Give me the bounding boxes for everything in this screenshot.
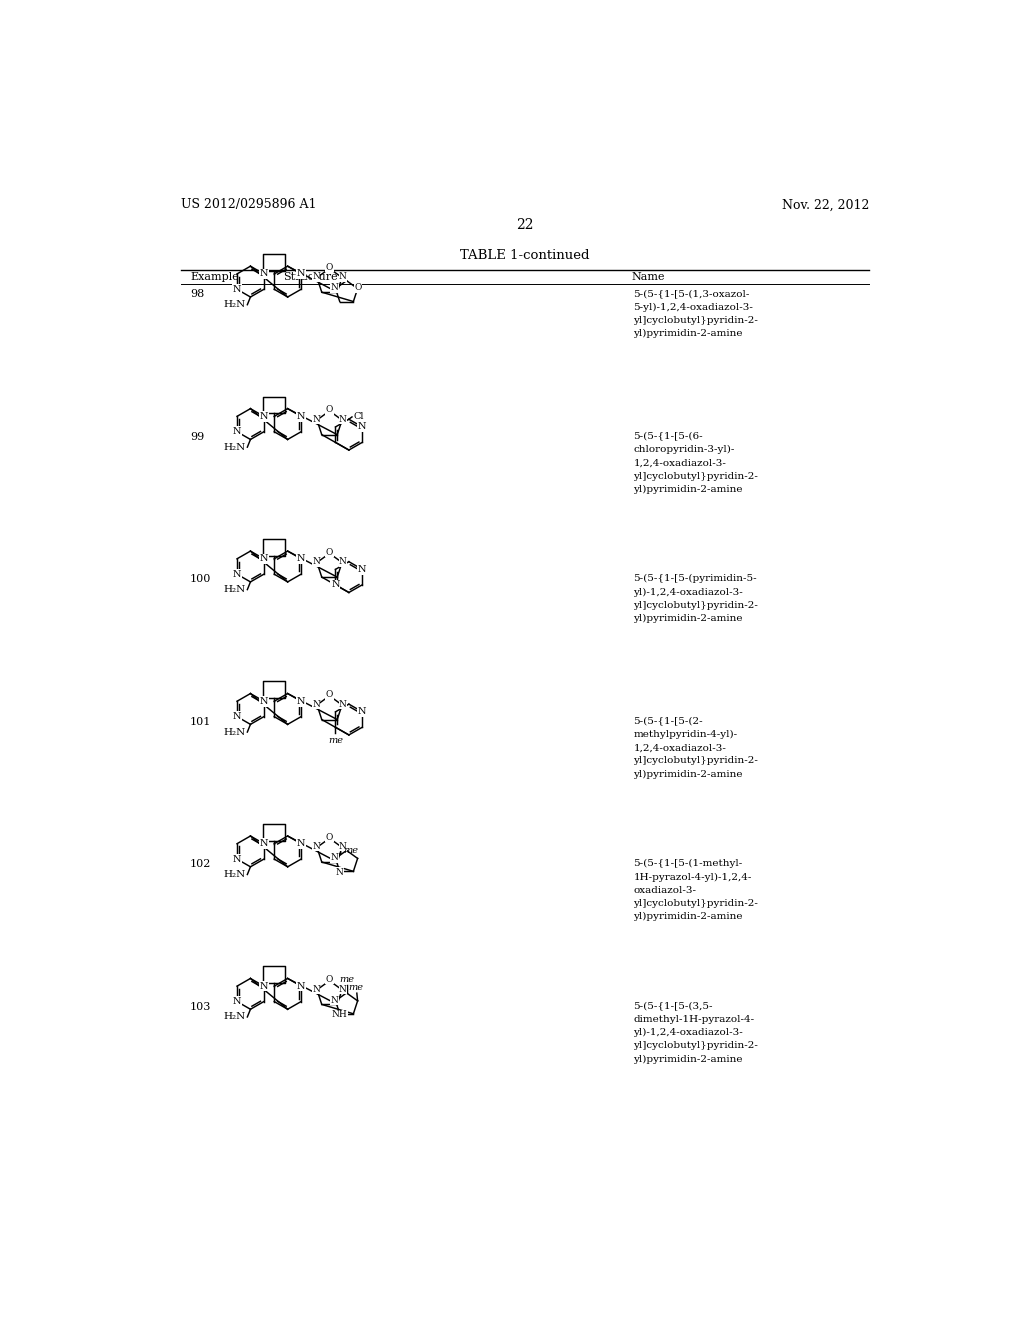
Text: N: N <box>331 581 340 589</box>
Text: N: N <box>358 708 367 717</box>
Text: Cl: Cl <box>353 412 364 421</box>
Text: N: N <box>260 554 268 564</box>
Text: N: N <box>260 982 268 990</box>
Text: N: N <box>297 269 305 279</box>
Text: 5-(5-{1-[5-(pyrimidin-5-
yl)-1,2,4-oxadiazol-3-
yl]cyclobutyl}pyridin-2-
yl)pyri: 5-(5-{1-[5-(pyrimidin-5- yl)-1,2,4-oxadi… <box>633 574 758 623</box>
Text: N: N <box>297 840 305 849</box>
Text: TABLE 1-continued: TABLE 1-continued <box>460 249 590 263</box>
Text: N: N <box>339 557 347 566</box>
Text: me: me <box>328 735 343 744</box>
Text: me: me <box>348 982 364 991</box>
Text: O: O <box>326 263 333 272</box>
Text: O: O <box>326 833 333 842</box>
Text: N: N <box>339 842 347 851</box>
Text: N: N <box>312 557 321 566</box>
Text: H₂N: H₂N <box>223 585 246 594</box>
Text: N: N <box>232 570 242 578</box>
Text: N: N <box>358 565 367 574</box>
Text: H₂N: H₂N <box>223 442 246 451</box>
Text: N: N <box>312 842 321 851</box>
Text: 103: 103 <box>190 1002 211 1011</box>
Text: H₂N: H₂N <box>223 1012 246 1022</box>
Text: 5-(5-{1-[5-(1-methyl-
1H-pyrazol-4-yl)-1,2,4-
oxadiazol-3-
yl]cyclobutyl}pyridin: 5-(5-{1-[5-(1-methyl- 1H-pyrazol-4-yl)-1… <box>633 859 758 921</box>
Text: 5-(5-{1-[5-(1,3-oxazol-
5-yl)-1,2,4-oxadiazol-3-
yl]cyclobutyl}pyridin-2-
yl)pyr: 5-(5-{1-[5-(1,3-oxazol- 5-yl)-1,2,4-oxad… <box>633 289 758 338</box>
Text: N: N <box>297 554 305 564</box>
Text: O: O <box>354 284 362 292</box>
Text: O: O <box>326 405 333 414</box>
Text: N: N <box>339 272 347 281</box>
Text: NH: NH <box>332 1010 347 1019</box>
Text: N: N <box>297 982 305 990</box>
Text: N: N <box>232 285 242 294</box>
Text: 5-(5-{1-[5-(6-
chloropyridin-3-yl)-
1,2,4-oxadiazol-3-
yl]cyclobutyl}pyridin-2-
: 5-(5-{1-[5-(6- chloropyridin-3-yl)- 1,2,… <box>633 432 758 494</box>
Text: N: N <box>358 422 367 432</box>
Text: N: N <box>260 840 268 849</box>
Text: N: N <box>260 269 268 279</box>
Text: 5-(5-{1-[5-(2-
methylpyridin-4-yl)-
1,2,4-oxadiazol-3-
yl]cyclobutyl}pyridin-2-
: 5-(5-{1-[5-(2- methylpyridin-4-yl)- 1,2,… <box>633 717 758 779</box>
Text: O: O <box>326 548 333 557</box>
Text: N: N <box>260 412 268 421</box>
Text: N: N <box>331 995 339 1005</box>
Text: N: N <box>312 985 321 994</box>
Text: N: N <box>331 853 339 862</box>
Text: N: N <box>232 713 242 721</box>
Text: N: N <box>339 985 347 994</box>
Text: N: N <box>260 697 268 706</box>
Text: 102: 102 <box>190 859 211 869</box>
Text: O: O <box>326 975 333 985</box>
Text: N: N <box>312 272 321 281</box>
Text: US 2012/0295896 A1: US 2012/0295896 A1 <box>180 198 316 211</box>
Text: N: N <box>339 414 347 424</box>
Text: N: N <box>312 700 321 709</box>
Text: N: N <box>336 867 344 876</box>
Text: N: N <box>339 700 347 709</box>
Text: 100: 100 <box>190 574 211 585</box>
Text: 98: 98 <box>190 289 204 300</box>
Text: me: me <box>343 846 358 855</box>
Text: N: N <box>331 284 339 292</box>
Text: Example: Example <box>190 272 239 281</box>
Text: H₂N: H₂N <box>223 870 246 879</box>
Text: Nov. 22, 2012: Nov. 22, 2012 <box>781 198 869 211</box>
Text: N: N <box>232 854 242 863</box>
Text: N: N <box>297 412 305 421</box>
Text: 22: 22 <box>516 218 534 232</box>
Text: 5-(5-{1-[5-(3,5-
dimethyl-1H-pyrazol-4-
yl)-1,2,4-oxadiazol-3-
yl]cyclobutyl}pyr: 5-(5-{1-[5-(3,5- dimethyl-1H-pyrazol-4- … <box>633 1002 758 1064</box>
Text: N: N <box>232 997 242 1006</box>
Text: N: N <box>232 428 242 436</box>
Text: H₂N: H₂N <box>223 300 246 309</box>
Text: Name: Name <box>632 272 666 281</box>
Text: N: N <box>312 414 321 424</box>
Text: Structure: Structure <box>283 272 338 281</box>
Text: 101: 101 <box>190 717 211 726</box>
Text: 99: 99 <box>190 432 204 442</box>
Text: H₂N: H₂N <box>223 727 246 737</box>
Text: O: O <box>326 690 333 700</box>
Text: me: me <box>339 974 354 983</box>
Text: N: N <box>297 697 305 706</box>
